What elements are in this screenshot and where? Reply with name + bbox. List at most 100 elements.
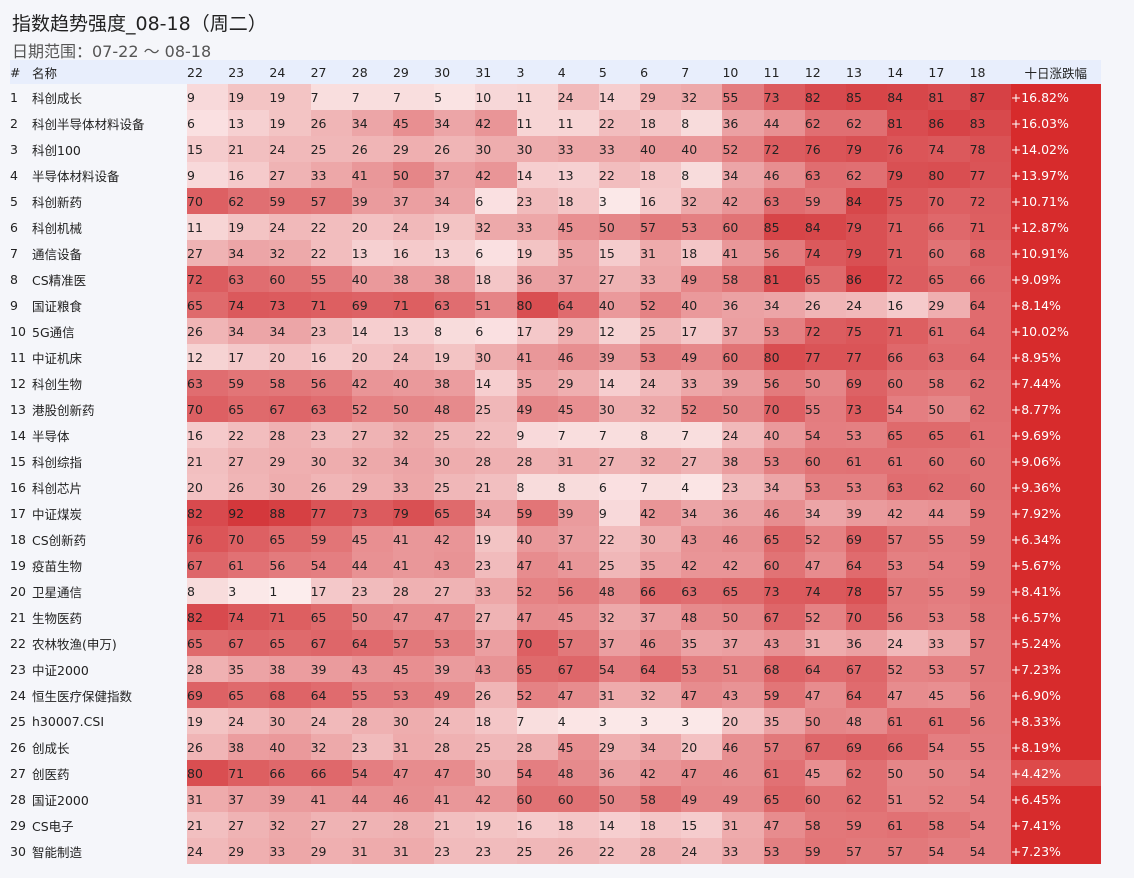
index-name: 中证煤炭 [32,500,187,526]
heat-cell: 75 [887,188,929,214]
page-title: 指数趋势强度_08-18（周二） [12,13,267,35]
heat-cell: 36 [846,630,888,656]
heat-cell: 47 [763,812,805,838]
heat-cell: 42 [434,526,476,552]
heat-cell: 23 [722,474,764,500]
heat-cell: 53 [887,552,929,578]
heat-cell: 37 [557,526,599,552]
heat-cell: 69 [846,370,888,396]
heat-cell: 84 [804,214,846,240]
heat-cell: 57 [557,630,599,656]
change-cell: +8.95% [1010,344,1101,370]
heat-cell: 39 [434,656,476,682]
heat-cell: 19 [434,214,476,240]
heat-cell: 53 [434,630,476,656]
heat-cell: 29 [557,370,599,396]
heat-cell: 33 [557,136,599,162]
heat-cell: 33 [392,474,435,500]
heat-cell: 22 [310,240,352,266]
heat-cell: 29 [351,474,393,500]
heat-cell: 46 [722,734,764,760]
change-cell: +16.82% [1010,84,1101,110]
heat-cell: 6 [475,240,517,266]
heat-cell: 55 [928,578,970,604]
heat-cell: 77 [969,162,1011,188]
heat-cell: 79 [887,162,929,188]
heat-cell: 7 [681,422,723,448]
heat-cell: 55 [722,84,764,110]
heat-cell: 22 [475,422,517,448]
heat-cell: 43 [351,656,393,682]
heat-cell: 27 [681,448,723,474]
table-row: 26 创成长 26 38 40 32 23 31 28 25 28 45 29 34 20 46 57 67 69 6… [10,734,1101,760]
header-day: 5 [598,60,641,84]
heat-cell: 45 [557,604,599,630]
heat-cell: 23 [351,734,393,760]
heat-cell: 70 [516,630,558,656]
heat-cell: 65 [187,630,229,656]
heat-cell: 23 [516,188,558,214]
header-change: 十日涨跌幅 [1010,60,1101,84]
heat-cell: 35 [228,656,270,682]
heat-cell: 44 [351,552,393,578]
heat-cell: 75 [846,318,888,344]
index-name: 中证2000 [32,656,187,682]
heat-cell: 35 [681,630,723,656]
heat-cell: 87 [969,84,1011,110]
heat-cell: 28 [187,656,229,682]
heat-cell: 63 [187,370,229,396]
heat-cell: 61 [928,708,970,734]
heat-cell: 53 [681,214,723,240]
heat-cell: 46 [722,760,764,786]
heat-cell: 54 [969,760,1011,786]
heat-cell: 59 [516,500,558,526]
heat-cell: 28 [351,708,393,734]
heat-cell: 33 [475,578,517,604]
index-name: 科创机械 [32,214,187,240]
heat-cell: 16 [310,344,352,370]
heat-cell: 14 [351,318,393,344]
header-day: 22 [187,60,229,84]
index-name: 科创100 [32,136,187,162]
heat-cell: 19 [187,708,229,734]
heat-cell: 48 [434,396,476,422]
heat-cell: 59 [310,526,352,552]
row-index: 14 [10,422,32,448]
heat-cell: 47 [434,760,476,786]
heat-cell: 32 [351,448,393,474]
heat-cell: 63 [887,474,929,500]
change-cell: +7.23% [1010,656,1101,682]
heat-cell: 82 [187,500,229,526]
heat-cell: 30 [269,708,311,734]
heat-cell: 49 [434,682,476,708]
heat-cell: 40 [763,422,805,448]
heat-cell: 24 [228,708,270,734]
heat-cell: 24 [681,838,723,864]
header-row: # 名称 22 23 24 27 28 29 30 31 3 4 5 6 7 10 11 12 13 14 17 18… [10,60,1101,84]
heat-cell: 54 [516,760,558,786]
heat-cell: 46 [392,786,435,812]
heat-cell: 5 [434,84,476,110]
heat-cell: 47 [887,682,929,708]
heat-cell: 60 [969,448,1011,474]
heat-cell: 4 [681,474,723,500]
heat-cell: 49 [681,266,723,292]
header-day: 27 [310,60,352,84]
heat-cell: 21 [187,812,229,838]
change-cell: +10.91% [1010,240,1101,266]
heat-cell: 74 [804,578,846,604]
heat-cell: 27 [351,422,393,448]
heatmap-table: # 名称 22 23 24 27 28 29 30 31 3 4 5 6 7 10 11 12 13 14 17 18… [10,60,1101,864]
index-name: 5G通信 [32,318,187,344]
heat-cell: 79 [846,214,888,240]
heat-cell: 49 [681,344,723,370]
heat-cell: 71 [269,604,311,630]
heat-cell: 84 [887,84,929,110]
heat-cell: 3 [640,708,682,734]
heat-cell: 50 [392,396,435,422]
heat-cell: 65 [269,526,311,552]
heat-cell: 47 [392,760,435,786]
heat-cell: 70 [763,396,805,422]
heat-cell: 43 [475,656,517,682]
heat-cell: 23 [434,838,476,864]
